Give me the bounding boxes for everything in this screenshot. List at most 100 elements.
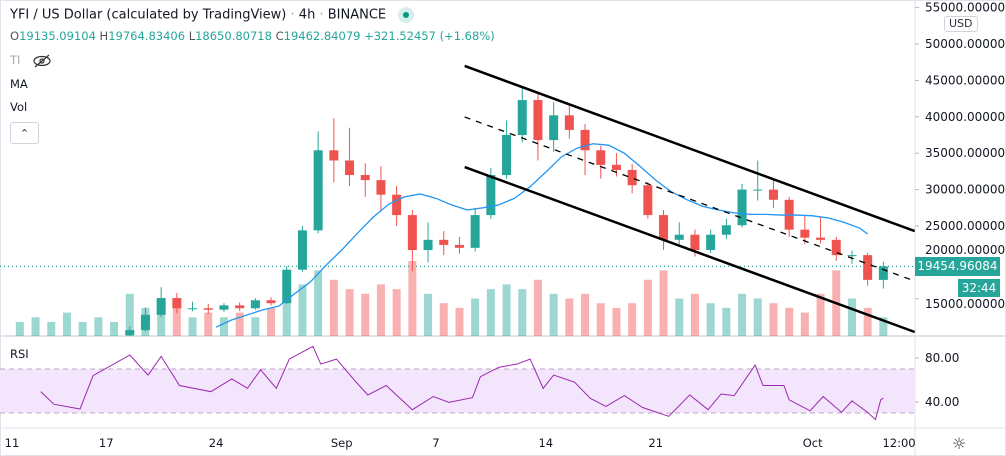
- moving-average-line: [215, 143, 869, 328]
- candle: [282, 266, 292, 304]
- indicator-vol[interactable]: Vol: [10, 100, 28, 114]
- volume-bar: [329, 279, 338, 336]
- volume-bar: [345, 289, 354, 336]
- volume-bar: [439, 303, 448, 336]
- volume-bar: [157, 298, 166, 336]
- candle: [847, 250, 857, 264]
- candle: [533, 91, 543, 161]
- candle: [203, 303, 213, 315]
- volume-bar: [753, 298, 762, 336]
- volume-bar: [125, 293, 134, 336]
- candle-body: [611, 164, 621, 170]
- candle: [235, 302, 245, 312]
- candle: [737, 183, 747, 228]
- candle: [345, 127, 355, 186]
- eye-off-icon[interactable]: [32, 54, 52, 68]
- volume-bar: [455, 307, 464, 336]
- volume-bar: [172, 307, 181, 336]
- candle-body: [282, 269, 292, 304]
- collapse-legend-button[interactable]: ⌃: [10, 122, 39, 144]
- volume-bar: [110, 321, 119, 336]
- symbol-title[interactable]: YFI / US Dollar (calculated by TradingVi…: [10, 7, 287, 23]
- volume-bar: [581, 293, 590, 336]
- candle-body: [250, 300, 260, 309]
- candle: [549, 102, 559, 152]
- rsi-line: [40, 345, 884, 421]
- candle-body: [847, 255, 857, 257]
- candle: [219, 303, 229, 312]
- candle-body: [706, 234, 716, 251]
- high-value: 19764.83406: [108, 29, 186, 43]
- candle-body: [329, 150, 339, 161]
- bar-countdown: 32:44: [958, 279, 1000, 297]
- candle: [376, 166, 386, 212]
- indicator-ti[interactable]: TI: [10, 53, 52, 68]
- volume-bar: [738, 293, 747, 336]
- volume-bar: [188, 317, 197, 336]
- volume-bar: [596, 303, 605, 336]
- candle-body: [235, 305, 245, 309]
- volume-bar: [314, 270, 323, 336]
- candle-body: [407, 215, 417, 251]
- volume-bar: [706, 303, 715, 336]
- volume-bar: [502, 284, 511, 336]
- volume-bar: [533, 279, 542, 336]
- currency-badge[interactable]: USD: [944, 16, 978, 32]
- interval-label[interactable]: 4h: [298, 7, 316, 23]
- volume-bar: [816, 293, 825, 336]
- candle: [439, 231, 449, 256]
- candle-body: [345, 160, 355, 176]
- rsi-band: [0, 369, 915, 413]
- candle: [454, 236, 464, 254]
- volume-bar: [690, 293, 699, 336]
- candle: [297, 226, 307, 272]
- channel-upper-line: [464, 64, 916, 233]
- volume-bar: [675, 298, 684, 336]
- candle: [266, 297, 276, 306]
- candle-body: [297, 230, 307, 270]
- last-price-label: 19454.96084: [915, 257, 1000, 276]
- price-tick-label: 40000.00000: [925, 110, 1005, 124]
- rsi-title: RSI: [10, 347, 29, 361]
- candle-body: [753, 189, 763, 191]
- candle: [627, 164, 637, 194]
- candle: [831, 236, 841, 261]
- close-value: 19462.84079: [283, 29, 361, 43]
- volume-bar: [47, 321, 56, 336]
- candle-body: [831, 239, 841, 256]
- rsi-tick-label: 80.00: [925, 351, 959, 365]
- time-tick-label: 12:00: [882, 436, 915, 450]
- candle: [172, 292, 182, 314]
- candle-body: [690, 234, 700, 251]
- candle-body: [816, 237, 826, 240]
- candle: [156, 287, 166, 317]
- candle-body: [800, 229, 810, 238]
- candle: [517, 87, 527, 143]
- volume-bar: [659, 270, 668, 336]
- volume-bar: [722, 307, 731, 336]
- candle-body: [172, 298, 182, 309]
- candle: [784, 196, 794, 237]
- volume-bar: [392, 289, 401, 336]
- live-dot-icon: [398, 7, 415, 23]
- volume-bar: [486, 289, 495, 336]
- candle: [863, 252, 873, 286]
- chart-header: YFI / US Dollar (calculated by TradingVi…: [10, 7, 415, 23]
- candle-body: [140, 314, 150, 331]
- gear-icon[interactable]: ☼: [951, 434, 967, 453]
- volume-bar: [267, 307, 276, 336]
- candle-body: [376, 180, 386, 195]
- candle-body: [486, 175, 496, 216]
- candle-body: [596, 150, 606, 165]
- volume-bar: [879, 317, 888, 336]
- price-tick-label: 55000.00000: [925, 1, 1005, 15]
- candle-body: [360, 175, 370, 181]
- volume-bar: [78, 321, 87, 336]
- candle: [659, 209, 669, 251]
- volume-bar: [62, 312, 71, 336]
- candle-body: [219, 305, 229, 310]
- time-tick-label: 24: [209, 436, 224, 450]
- candle: [188, 301, 198, 312]
- indicator-ma[interactable]: MA: [10, 77, 28, 91]
